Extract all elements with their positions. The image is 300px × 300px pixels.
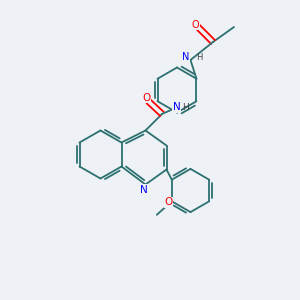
Text: O: O: [192, 20, 200, 30]
Text: O: O: [164, 197, 172, 207]
Text: H: H: [196, 53, 202, 62]
Text: H: H: [182, 103, 188, 112]
Text: O: O: [142, 93, 150, 103]
Text: N: N: [182, 52, 190, 62]
Text: N: N: [173, 102, 181, 112]
Text: N: N: [140, 185, 148, 195]
